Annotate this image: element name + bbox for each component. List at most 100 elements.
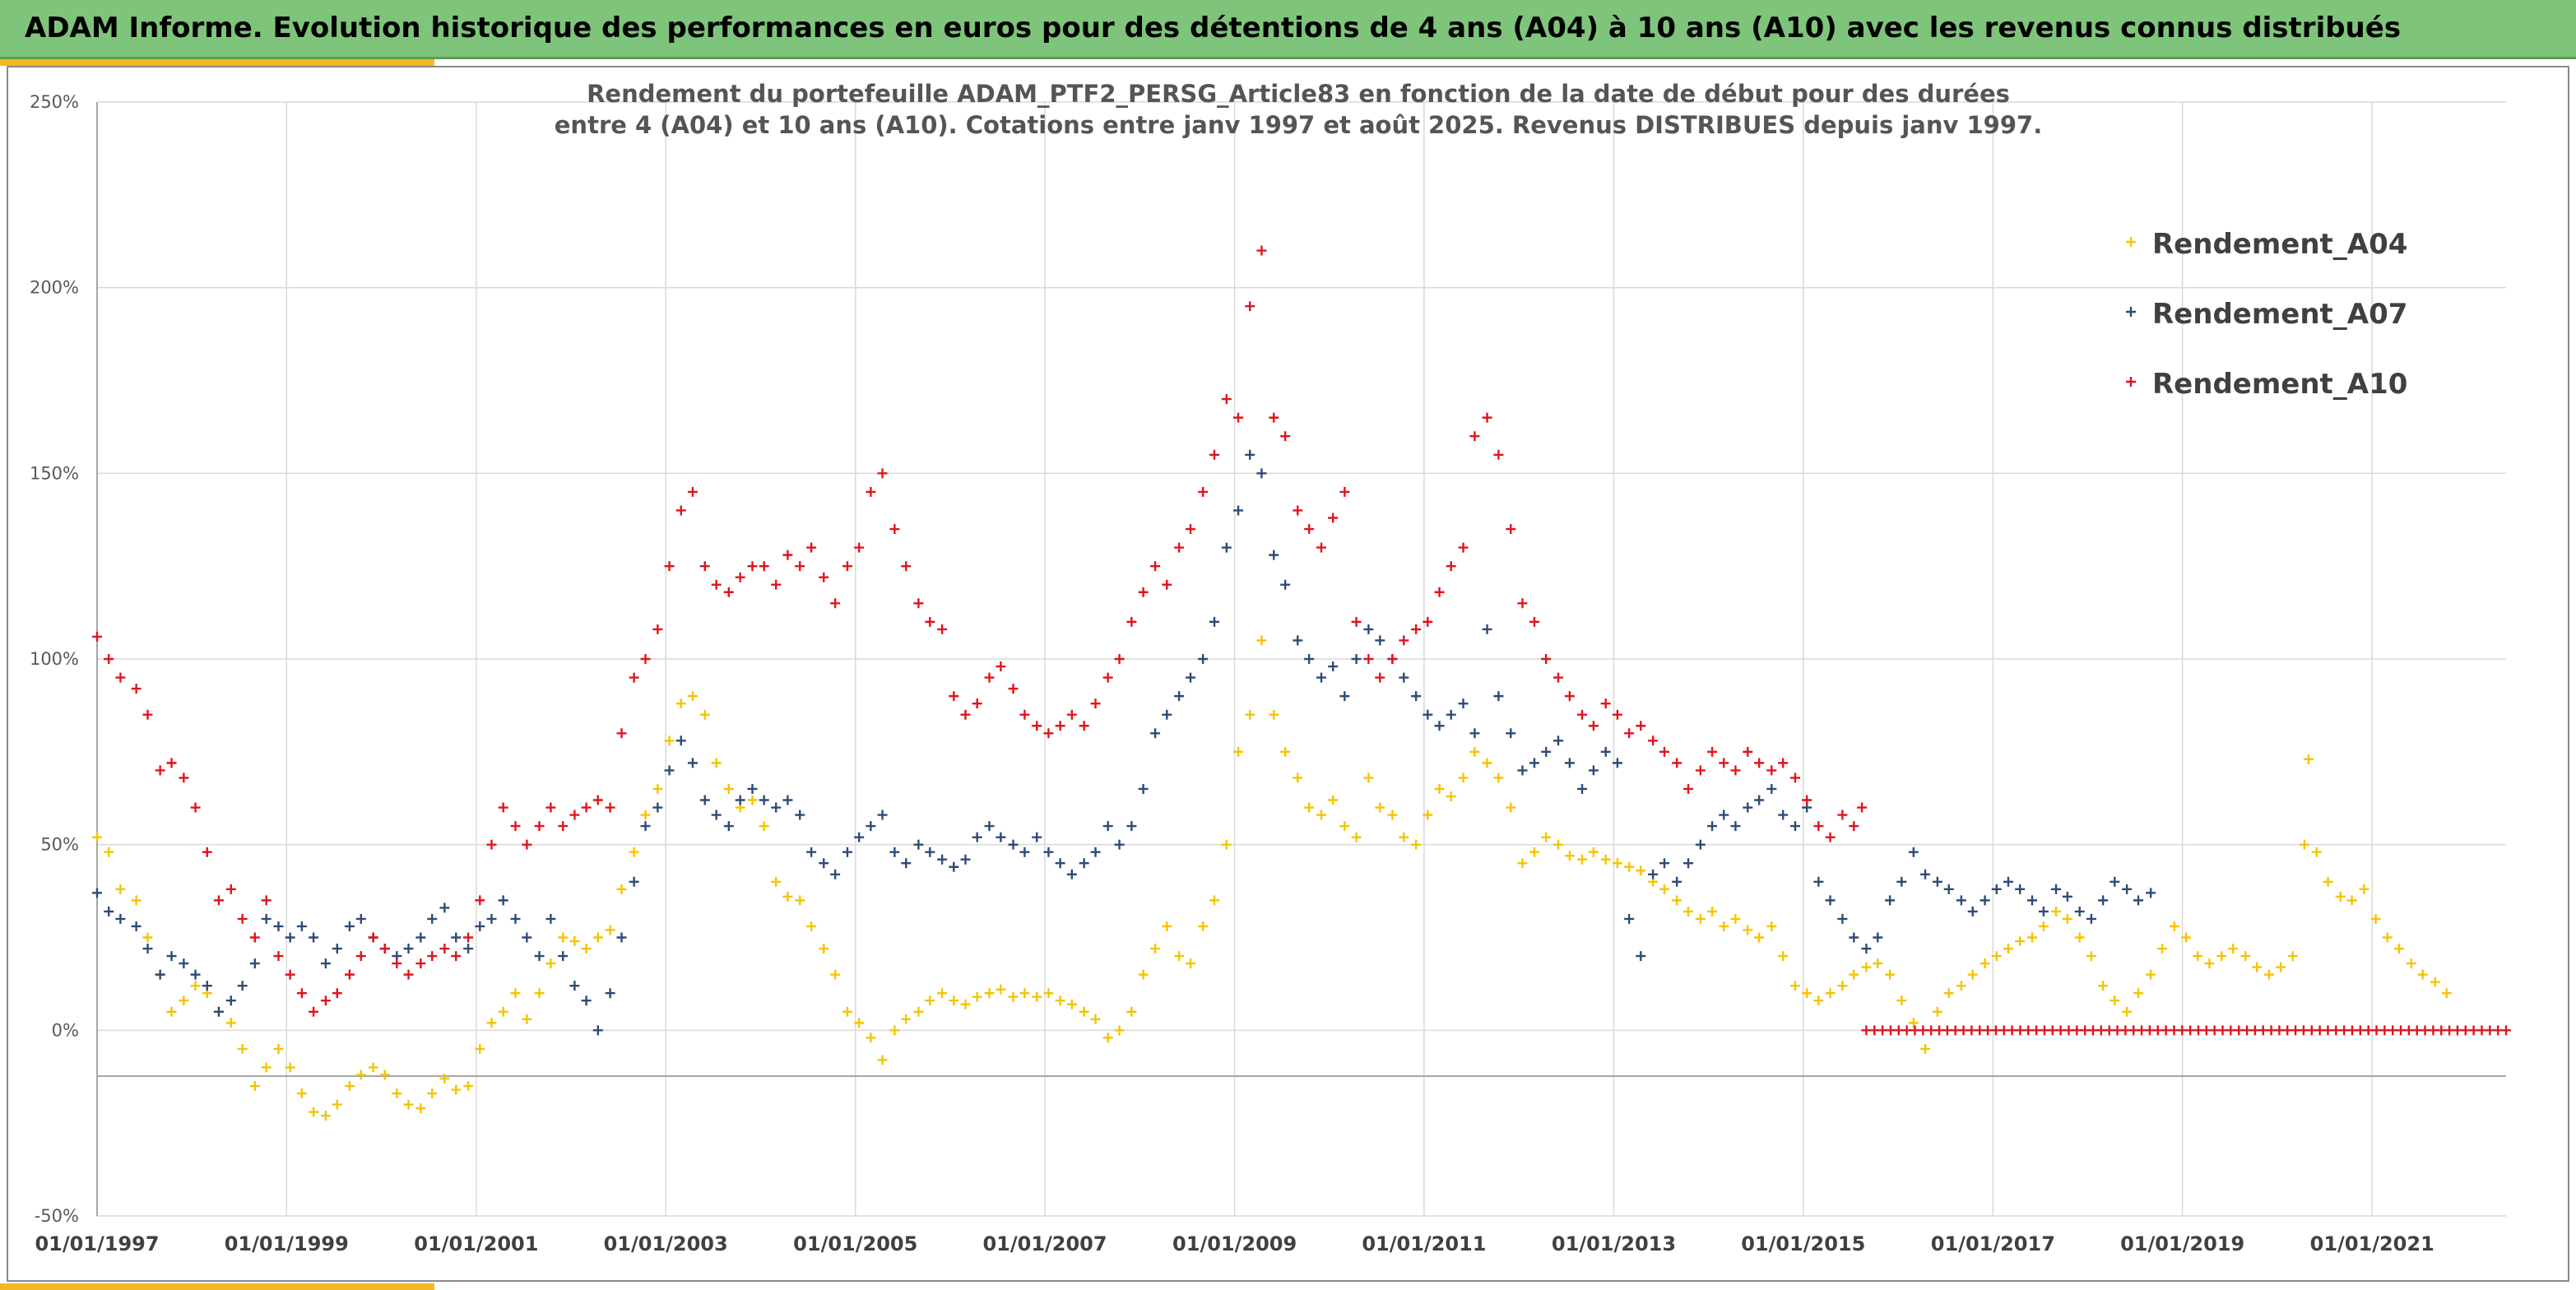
data-point bbox=[723, 821, 734, 832]
data-point bbox=[213, 895, 224, 906]
data-point bbox=[2015, 936, 2026, 947]
data-point bbox=[2299, 839, 2309, 850]
data-point bbox=[451, 1084, 462, 1095]
data-point bbox=[1280, 746, 1291, 757]
data-point bbox=[1269, 709, 1279, 720]
data-point bbox=[2038, 906, 2049, 916]
data-point bbox=[901, 561, 912, 572]
data-point bbox=[131, 684, 142, 694]
data-point bbox=[569, 810, 580, 820]
data-point bbox=[782, 550, 793, 560]
data-point bbox=[1920, 1043, 1931, 1054]
data-point bbox=[1055, 721, 1065, 731]
data-point bbox=[1304, 802, 1315, 813]
data-point bbox=[2157, 944, 2168, 954]
data-point bbox=[237, 981, 248, 991]
data-point bbox=[664, 561, 675, 572]
data-point bbox=[1269, 412, 1279, 423]
x-tick-label: 01/01/2005 bbox=[793, 1232, 917, 1255]
data-point bbox=[1754, 795, 1765, 805]
data-point bbox=[2003, 944, 2013, 954]
data-point bbox=[1221, 542, 1232, 553]
data-point bbox=[1719, 810, 1729, 820]
data-point bbox=[131, 895, 142, 906]
data-point bbox=[1730, 913, 1741, 924]
data-point bbox=[901, 858, 912, 869]
data-point bbox=[1517, 858, 1528, 869]
data-point bbox=[261, 913, 272, 924]
data-point bbox=[629, 672, 639, 683]
data-point bbox=[1185, 958, 1195, 969]
data-point bbox=[1612, 758, 1622, 768]
data-point bbox=[1564, 758, 1575, 768]
y-tick-label: 0% bbox=[52, 1020, 79, 1040]
data-point bbox=[664, 765, 675, 776]
data-point bbox=[2346, 895, 2357, 906]
data-point bbox=[1553, 735, 1563, 746]
data-point bbox=[629, 876, 639, 887]
data-point bbox=[819, 944, 829, 954]
data-point bbox=[1857, 802, 1868, 813]
data-point bbox=[925, 847, 935, 857]
data-point bbox=[747, 795, 758, 805]
data-point bbox=[842, 561, 852, 572]
data-point bbox=[1541, 832, 1552, 842]
legend-label: Rendement_A04 bbox=[2152, 228, 2407, 261]
data-point bbox=[1138, 783, 1149, 794]
data-point bbox=[1316, 672, 1326, 683]
data-point bbox=[1316, 810, 1326, 820]
data-point bbox=[1493, 773, 1504, 783]
data-point bbox=[1624, 728, 1635, 739]
data-point bbox=[2110, 995, 2120, 1006]
data-point bbox=[854, 1018, 865, 1028]
data-point bbox=[1280, 431, 1291, 442]
y-tick-label: 50% bbox=[40, 835, 79, 855]
data-point bbox=[819, 572, 829, 582]
data-point bbox=[1778, 758, 1789, 768]
data-point bbox=[486, 839, 497, 850]
data-point bbox=[1233, 505, 1244, 516]
data-point bbox=[225, 995, 236, 1006]
data-point bbox=[782, 795, 793, 805]
data-point bbox=[392, 1088, 402, 1099]
data-point bbox=[996, 661, 1006, 672]
data-point bbox=[1529, 847, 1539, 857]
data-point bbox=[2303, 754, 2314, 764]
data-point bbox=[1802, 795, 1812, 805]
data-point bbox=[759, 561, 769, 572]
data-point bbox=[1683, 906, 1694, 916]
data-point bbox=[640, 654, 651, 664]
data-point bbox=[996, 832, 1006, 842]
data-point bbox=[687, 691, 698, 702]
data-point bbox=[2311, 847, 2322, 857]
data-point bbox=[296, 1088, 307, 1099]
data-point bbox=[1090, 847, 1101, 857]
data-point bbox=[1434, 721, 1445, 731]
data-point bbox=[2193, 951, 2203, 962]
data-point bbox=[1648, 735, 1659, 746]
chart-legend: Rendement_A04 Rendement_A07 Rendement_A10 bbox=[2126, 228, 2407, 401]
data-point bbox=[498, 802, 508, 813]
data-point bbox=[2026, 895, 2037, 906]
data-point bbox=[640, 821, 651, 832]
data-point bbox=[1079, 1006, 1089, 1017]
data-point bbox=[877, 1055, 888, 1065]
data-point bbox=[309, 1006, 319, 1017]
data-point bbox=[806, 847, 817, 857]
data-point bbox=[475, 921, 485, 931]
data-point bbox=[747, 783, 758, 794]
data-point bbox=[866, 486, 876, 497]
data-point bbox=[1019, 709, 1030, 720]
data-point bbox=[415, 958, 426, 969]
y-tick-label: 200% bbox=[30, 278, 79, 298]
data-point bbox=[1624, 861, 1635, 872]
data-point bbox=[1529, 758, 1539, 768]
data-point bbox=[115, 672, 126, 683]
data-point bbox=[2382, 932, 2393, 943]
data-point bbox=[1789, 773, 1800, 783]
data-point bbox=[1849, 969, 1859, 980]
data-point bbox=[1221, 394, 1232, 405]
data-point bbox=[355, 951, 366, 962]
data-point bbox=[1198, 921, 1209, 931]
data-point bbox=[1719, 921, 1729, 931]
